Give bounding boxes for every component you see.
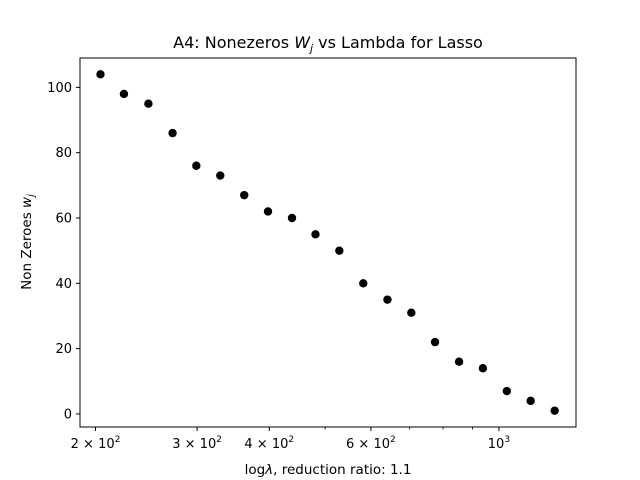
data-points	[96, 70, 559, 415]
chart-title: A4: Nonezeros Wj vs Lambda for Lasso	[173, 33, 483, 55]
data-point	[383, 295, 392, 304]
data-point	[407, 308, 416, 317]
x-tick-label: 2 × 102	[71, 435, 121, 452]
x-axis-ticks: 2 × 102 3 × 102 4 × 102 6 × 102 103	[71, 427, 510, 452]
data-point	[335, 246, 344, 255]
data-point	[550, 406, 559, 415]
y-axis-label: Non Zeroes wj	[19, 194, 37, 290]
y-tick-label: 60	[55, 212, 72, 227]
y-tick-label: 80	[55, 146, 72, 161]
y-axis-ticks: 0 20 40 60 80 100	[47, 81, 80, 422]
plot-frame	[79, 57, 577, 428]
x-tick-label: 4 × 102	[244, 435, 294, 452]
y-tick-label: 40	[55, 277, 72, 292]
x-tick-label: 3 × 102	[172, 435, 222, 452]
y-tick-label: 0	[64, 407, 72, 422]
x-tick-label: 103	[488, 435, 510, 452]
data-point	[430, 337, 440, 347]
data-point	[168, 128, 177, 138]
data-point	[240, 190, 249, 200]
data-point	[287, 213, 297, 223]
data-point	[526, 396, 535, 406]
x-tick-label: 6 × 102	[346, 435, 396, 452]
data-point	[216, 171, 225, 180]
data-point	[192, 161, 201, 170]
data-point	[502, 386, 512, 396]
y-tick-label: 20	[55, 342, 72, 357]
data-point	[144, 99, 153, 108]
data-point	[263, 207, 273, 216]
data-point	[359, 279, 368, 288]
data-point	[96, 70, 105, 79]
data-point	[478, 364, 488, 373]
data-point	[119, 89, 129, 99]
data-point	[311, 230, 320, 239]
x-axis-label: logλ, reduction ratio: 1.1	[245, 462, 412, 478]
y-tick-label: 100	[47, 81, 72, 96]
data-point	[454, 357, 464, 366]
